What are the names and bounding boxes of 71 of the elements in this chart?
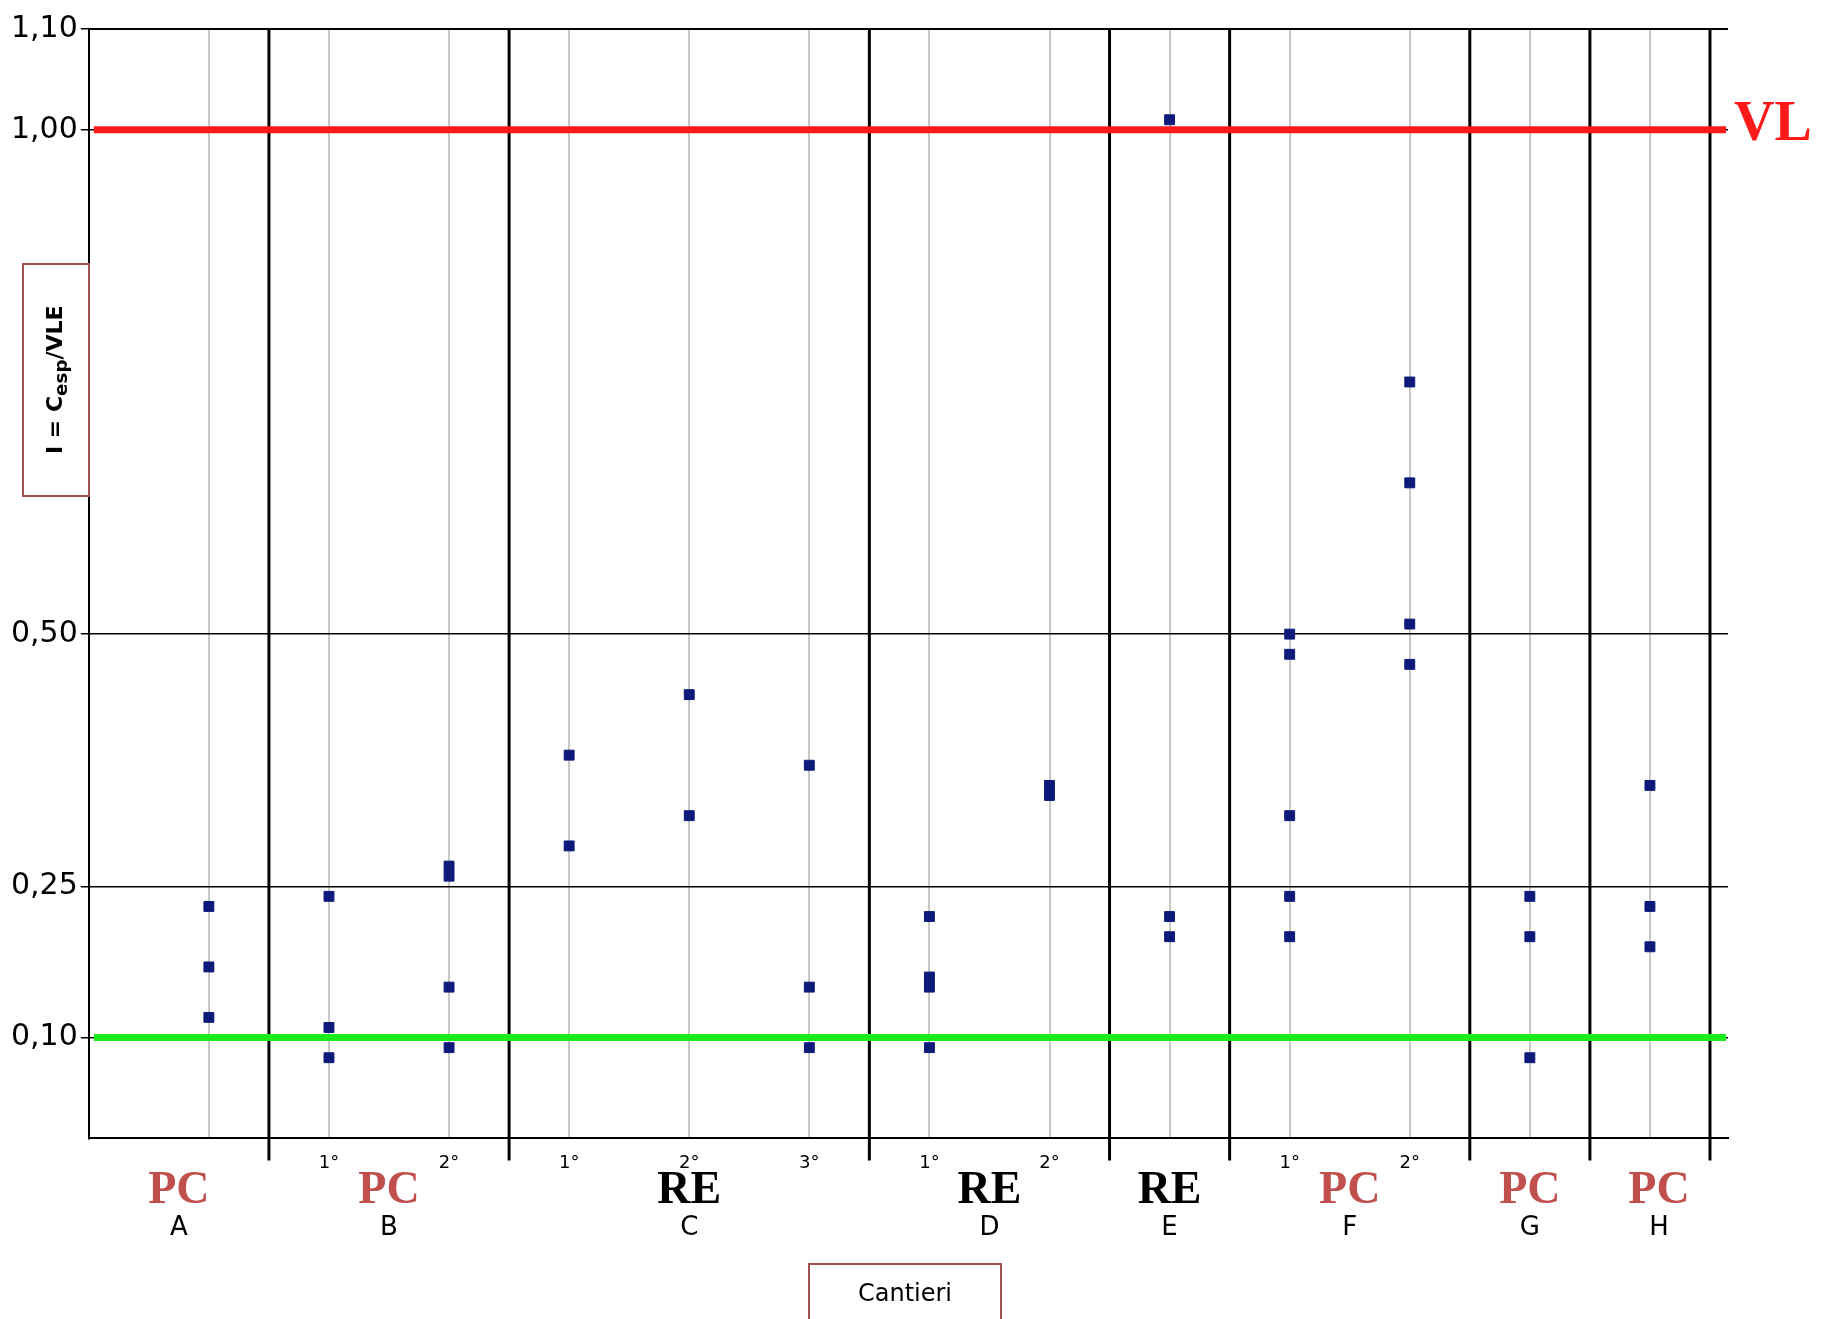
point [443, 981, 455, 993]
point [1284, 890, 1296, 902]
point [1644, 941, 1656, 953]
text: PC [1628, 1162, 1690, 1214]
x-tick-label: 1° [558, 1150, 580, 1172]
text: B [380, 1211, 398, 1242]
y-tick-label: 1,00 [11, 109, 78, 145]
point [1044, 790, 1055, 801]
point [443, 870, 455, 882]
point [203, 1011, 215, 1023]
point [1284, 810, 1296, 822]
text: A [169, 1211, 188, 1242]
point [803, 759, 815, 771]
point [1284, 931, 1296, 943]
point [1644, 779, 1656, 791]
ref-line-label: VL [1734, 90, 1812, 153]
x-tick-label: 3° [799, 1150, 820, 1172]
point [1164, 911, 1176, 922]
point [1524, 890, 1536, 902]
text: D [979, 1211, 1000, 1242]
text: PC [1499, 1162, 1561, 1214]
text: E [1161, 1211, 1178, 1242]
x-tick-label: 1° [919, 1150, 940, 1172]
point [1524, 1052, 1536, 1064]
text: PC [148, 1162, 210, 1214]
point [923, 911, 935, 922]
x-tick-label: 2° [1399, 1150, 1420, 1172]
text: G [1519, 1211, 1540, 1242]
point [1284, 628, 1296, 640]
point [1044, 779, 1055, 791]
text: C [680, 1211, 699, 1242]
point [1164, 931, 1176, 943]
y-tick-label: 0,50 [11, 613, 78, 649]
point [923, 971, 935, 983]
point [1524, 931, 1536, 943]
y-tick-label: 0,10 [11, 1017, 78, 1053]
point [923, 981, 935, 993]
point [563, 840, 575, 852]
text: F [1342, 1211, 1358, 1242]
point [1404, 376, 1416, 388]
point [203, 900, 215, 912]
point [803, 1042, 815, 1054]
point [1164, 114, 1176, 126]
point [443, 860, 455, 872]
point [323, 890, 335, 902]
y-tick-label: 0,25 [11, 866, 78, 902]
point [1284, 648, 1296, 660]
point [683, 810, 695, 822]
point [1404, 658, 1416, 670]
point [323, 1022, 335, 1033]
point [1404, 618, 1416, 630]
point [683, 689, 695, 701]
point [323, 1052, 335, 1064]
text: H [1649, 1211, 1669, 1242]
point [803, 981, 815, 993]
x-tick-label: 1° [1279, 1150, 1300, 1172]
text: PC [358, 1162, 420, 1214]
x-tick-label: 2° [1039, 1150, 1060, 1172]
point [563, 749, 575, 761]
text: RE [957, 1162, 1022, 1214]
text: RE [1137, 1162, 1202, 1214]
point [1404, 477, 1416, 489]
point [443, 1042, 455, 1054]
x-axis-title: Cantieri [808, 1263, 1002, 1319]
point [203, 961, 215, 973]
text: PC [1319, 1162, 1381, 1214]
x-tick-label: 1° [318, 1150, 340, 1172]
point [923, 1042, 935, 1054]
point [1644, 900, 1656, 912]
x-tick-label: 2° [438, 1150, 460, 1172]
y-tick-label: 1,10 [11, 8, 78, 44]
